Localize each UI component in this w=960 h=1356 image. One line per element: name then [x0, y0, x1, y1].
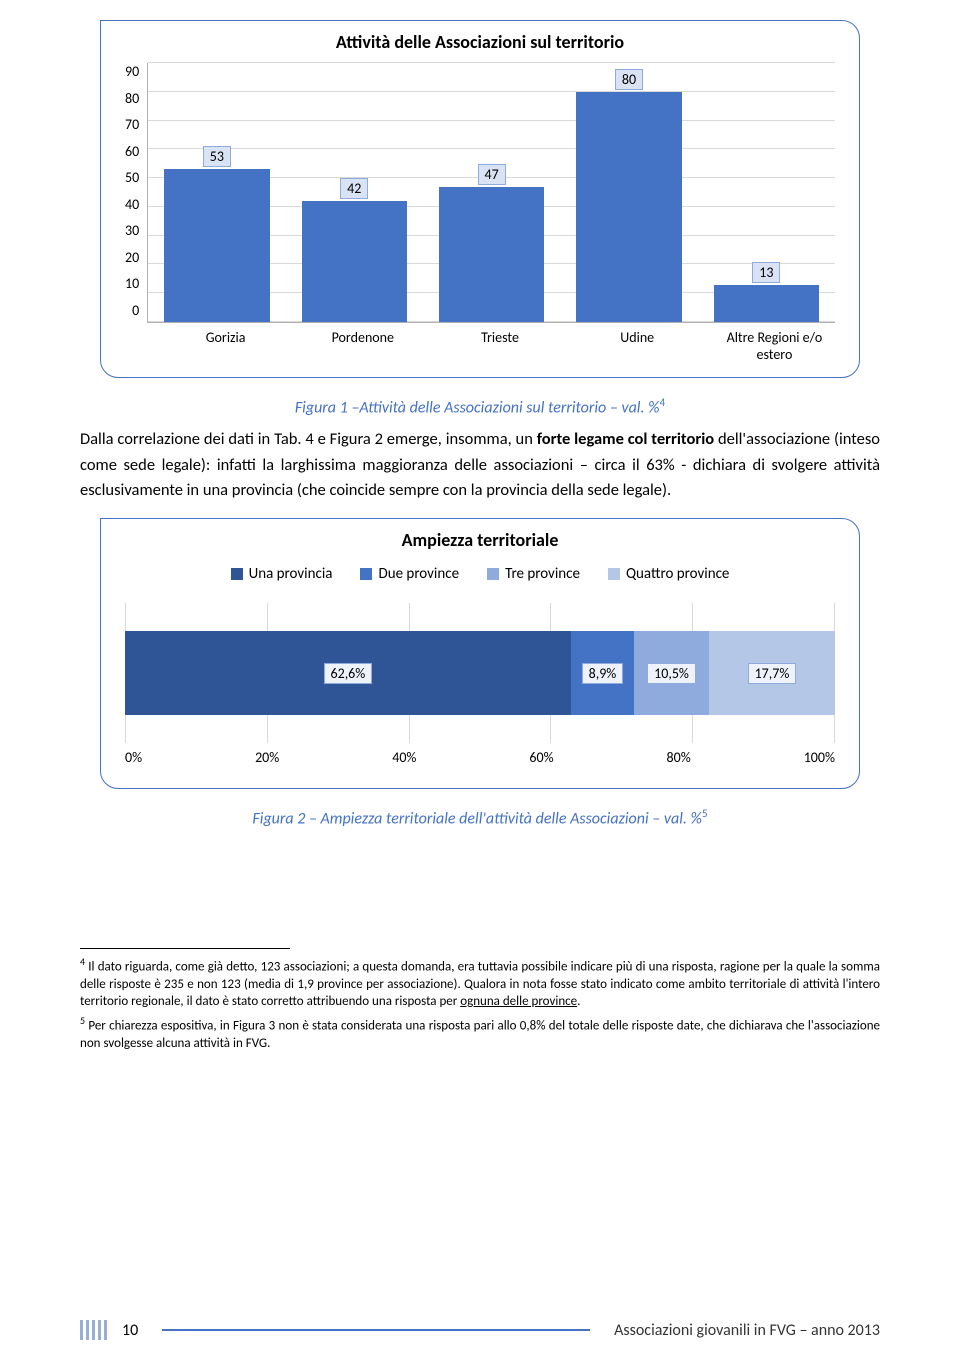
- chart2-legend-item: Due province: [360, 565, 459, 583]
- chart1-frame: Attività delle Associazioni sul territor…: [100, 20, 860, 378]
- chart1-bar-label: 53: [203, 146, 231, 167]
- legend-swatch-icon: [487, 568, 499, 580]
- chart1-bar-rect: [439, 187, 544, 322]
- chart1-ytick: 30: [125, 222, 139, 239]
- chart1-bar: 47: [423, 63, 560, 322]
- legend-swatch-icon: [231, 568, 243, 580]
- chart2-legend-item: Quattro province: [608, 565, 729, 583]
- footnote-4: 4 Il dato riguarda, come già detto, 123 …: [80, 955, 880, 1010]
- page-number: 10: [122, 1321, 138, 1340]
- footer-doc-title: Associazioni giovanili in FVG – anno 201…: [614, 1321, 880, 1340]
- chart2-frame: Ampiezza territoriale Una provincia Due p…: [100, 518, 860, 789]
- figure1-caption: Figura 1 –Attività delle Associazioni su…: [80, 396, 880, 417]
- chart2-segment: 10,5%: [634, 631, 709, 715]
- chart2-title: Ampiezza territoriale: [117, 529, 843, 551]
- chart2-segment: 8,9%: [571, 631, 634, 715]
- chart2-xtick: 100%: [804, 749, 835, 766]
- chart1-xaxis: GoriziaPordenoneTriesteUdineAltre Region…: [157, 323, 843, 363]
- chart1-bar-rect: [576, 92, 681, 322]
- chart2-segment-label: 8,9%: [582, 663, 624, 684]
- chart2-xtick: 20%: [255, 749, 279, 766]
- chart1-title: Attività delle Associazioni sul territor…: [117, 31, 843, 53]
- figure2-caption: Figura 2 – Ampiezza territoriale dell'at…: [80, 807, 880, 828]
- chart1-ytick: 90: [125, 63, 139, 80]
- chart2-plot: 62,6% 8,9% 10,5% 17,7%: [125, 603, 835, 743]
- chart1-bar-label: 13: [752, 262, 780, 283]
- chart2-segment-label: 10,5%: [647, 663, 696, 684]
- chart2-xtick: 60%: [529, 749, 553, 766]
- chart1-xtick: Trieste: [431, 323, 568, 363]
- chart1-bar: 42: [286, 63, 423, 322]
- chart2-segment: 17,7%: [709, 631, 835, 715]
- paragraph-1: Dalla correlazione dei dati in Tab. 4 e …: [80, 427, 880, 504]
- legend-label: Quattro province: [626, 565, 729, 583]
- chart1: 90 80 70 60 50 40 30 20 10 0 53 42 47 80 13: [117, 63, 843, 323]
- chart1-bar: 13: [698, 63, 835, 322]
- chart1-ytick: 50: [125, 169, 139, 186]
- legend-label: Due province: [378, 565, 459, 583]
- chart2-segment: 62,6%: [125, 631, 571, 715]
- legend-label: Tre province: [505, 565, 580, 583]
- chart1-bar-label: 47: [478, 164, 506, 185]
- chart2-legend-item: Tre province: [487, 565, 580, 583]
- chart1-yaxis: 90 80 70 60 50 40 30 20 10 0: [125, 63, 147, 323]
- page-footer: 10 Associazioni giovanili in FVG – anno …: [0, 1320, 960, 1340]
- chart1-ytick: 0: [132, 302, 139, 319]
- chart1-ytick: 60: [125, 143, 139, 160]
- chart1-bar-rect: [164, 169, 269, 322]
- chart2-legend: Una provincia Due province Tre province Qua…: [117, 565, 843, 583]
- footnote-separator: [80, 948, 290, 949]
- footnote-5: 5 Per chiarezza espositiva, in Figura 3 …: [80, 1014, 880, 1052]
- chart1-xtick: Pordenone: [294, 323, 431, 363]
- chart2-segment-label: 17,7%: [748, 663, 797, 684]
- footer-divider: [162, 1329, 590, 1331]
- legend-label: Una provincia: [249, 565, 333, 583]
- chart2-xtick: 80%: [667, 749, 691, 766]
- chart1-bar: 80: [560, 63, 697, 322]
- chart1-ytick: 20: [125, 249, 139, 266]
- chart1-plot: 53 42 47 80 13: [147, 63, 835, 323]
- chart1-ytick: 40: [125, 196, 139, 213]
- chart2-xtick: 40%: [392, 749, 416, 766]
- legend-swatch-icon: [608, 568, 620, 580]
- chart1-xtick: Udine: [569, 323, 706, 363]
- chart1-ytick: 10: [125, 275, 139, 292]
- legend-swatch-icon: [360, 568, 372, 580]
- chart1-bar-label: 80: [615, 69, 643, 90]
- footer-decoration-icon: [80, 1320, 108, 1340]
- chart1-bar: 53: [148, 63, 285, 322]
- chart1-ytick: 80: [125, 90, 139, 107]
- chart2-xtick: 0%: [125, 749, 142, 766]
- chart2-segment-label: 62,6%: [324, 663, 373, 684]
- chart2-xaxis: 0% 20% 40% 60% 80% 100%: [125, 749, 835, 766]
- chart1-bar-rect: [714, 285, 819, 322]
- chart1-ytick: 70: [125, 116, 139, 133]
- chart1-xtick: Gorizia: [157, 323, 294, 363]
- chart1-bar-rect: [302, 201, 407, 322]
- chart1-xtick: Altre Regioni e/o estero: [706, 323, 843, 363]
- chart2-legend-item: Una provincia: [231, 565, 333, 583]
- chart1-bar-label: 42: [340, 178, 368, 199]
